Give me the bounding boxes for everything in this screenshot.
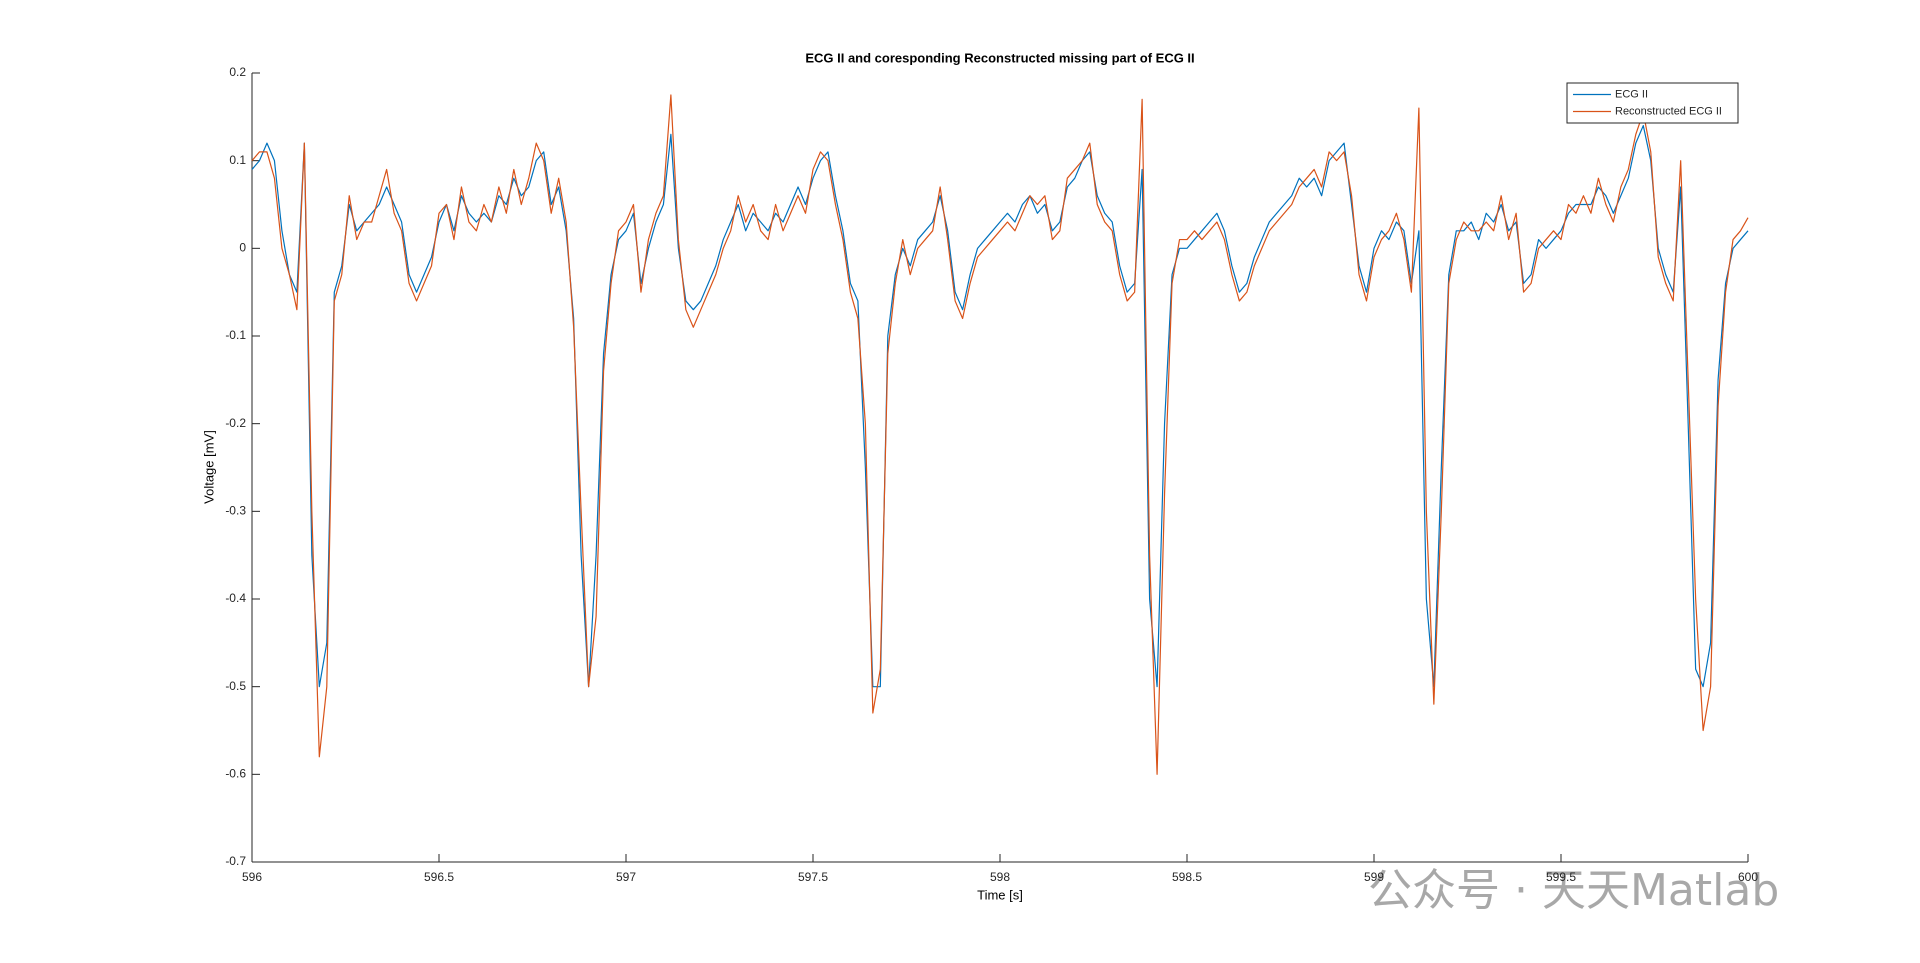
- y-tick-label: -0.3: [225, 504, 246, 518]
- x-tick-label: 596: [242, 870, 262, 884]
- y-tick-label: -0.1: [225, 328, 246, 342]
- y-tick-label: 0: [239, 241, 246, 255]
- series-line: [251, 94, 1749, 775]
- x-tick-label: 597.5: [798, 870, 828, 884]
- x-tick-label: 599: [1364, 870, 1384, 884]
- y-tick-label: 0.2: [229, 65, 246, 79]
- legend-label: ECG II: [1615, 88, 1648, 100]
- x-tick-label: 600: [1738, 870, 1758, 884]
- chart-title: ECG II and coresponding Reconstructed mi…: [805, 50, 1194, 65]
- y-tick-label: -0.2: [225, 416, 246, 430]
- legend-label: Reconstructed ECG II: [1615, 105, 1722, 117]
- x-tick-label: 596.5: [424, 870, 454, 884]
- legend: ECG II Reconstructed ECG II: [1566, 82, 1739, 124]
- y-tick-label: -0.6: [225, 767, 246, 781]
- legend-box: [1566, 82, 1739, 124]
- x-tick-label: 598: [990, 870, 1010, 884]
- y-tick-label: -0.4: [225, 591, 246, 605]
- x-tick-label: 599.5: [1546, 870, 1576, 884]
- x-tick-label: 598.5: [1172, 870, 1202, 884]
- y-tick-label: -0.7: [225, 854, 246, 868]
- x-axis-label: Time [s]: [977, 887, 1023, 902]
- y-axis-label: Voltage [mV]: [201, 430, 216, 504]
- y-tick-label: 0.1: [229, 153, 246, 167]
- y-tick-label: -0.5: [225, 679, 246, 693]
- series-line: [251, 125, 1749, 688]
- x-tick-label: 597: [616, 870, 636, 884]
- watermark: 公众号 · 天天Matlab: [1368, 865, 1779, 916]
